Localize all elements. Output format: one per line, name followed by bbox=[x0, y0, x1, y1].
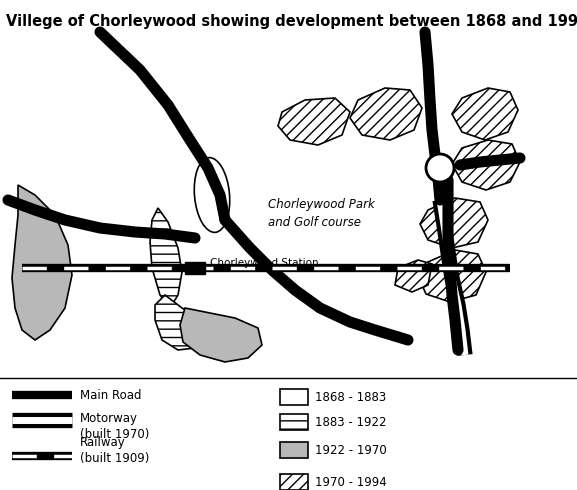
Text: Villege of Chorleywood showing development between 1868 and 1994: Villege of Chorleywood showing developme… bbox=[6, 14, 577, 29]
Polygon shape bbox=[452, 140, 520, 190]
Polygon shape bbox=[12, 185, 72, 340]
Text: Railway
(built 1909): Railway (built 1909) bbox=[80, 436, 149, 465]
Polygon shape bbox=[155, 295, 205, 350]
Bar bbox=[280, 414, 308, 430]
Polygon shape bbox=[395, 260, 432, 292]
Ellipse shape bbox=[194, 158, 230, 232]
Text: Main Road: Main Road bbox=[80, 389, 141, 401]
Text: Motorway
(built 1970): Motorway (built 1970) bbox=[80, 412, 149, 441]
Text: Chorleywood Station: Chorleywood Station bbox=[210, 258, 319, 268]
Polygon shape bbox=[278, 98, 350, 145]
Polygon shape bbox=[150, 208, 182, 308]
Text: 1868 - 1883: 1868 - 1883 bbox=[315, 391, 386, 403]
Polygon shape bbox=[420, 198, 488, 248]
Circle shape bbox=[426, 154, 454, 182]
Text: 1970 - 1994: 1970 - 1994 bbox=[315, 475, 387, 489]
Polygon shape bbox=[350, 88, 422, 140]
Text: 1883 - 1922: 1883 - 1922 bbox=[315, 416, 387, 428]
Polygon shape bbox=[418, 250, 486, 302]
Polygon shape bbox=[180, 308, 262, 362]
Bar bbox=[280, 442, 308, 458]
Polygon shape bbox=[452, 88, 518, 140]
Bar bbox=[185, 262, 205, 274]
Bar bbox=[280, 389, 308, 405]
Text: 1922 - 1970: 1922 - 1970 bbox=[315, 443, 387, 457]
Text: Chorleywood Park
and Golf course: Chorleywood Park and Golf course bbox=[268, 198, 374, 229]
Bar bbox=[280, 474, 308, 490]
